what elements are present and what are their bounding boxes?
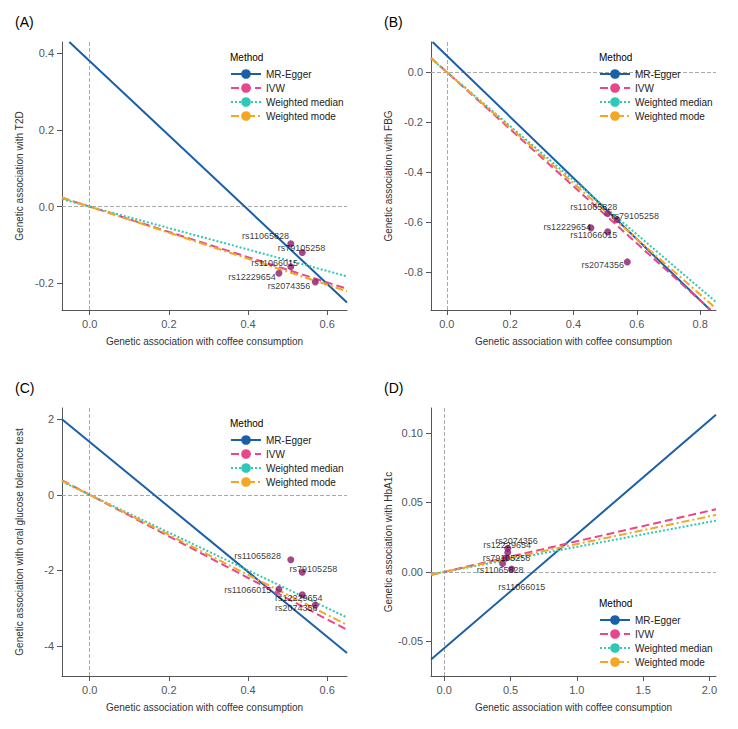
svg-text:-0.8: -0.8 (404, 266, 423, 278)
svg-text:Genetic association with coffe: Genetic association with coffee consumpt… (475, 336, 672, 347)
svg-text:1.0: 1.0 (569, 684, 584, 696)
svg-text:0.4: 0.4 (39, 47, 54, 59)
svg-text:Weighted mode: Weighted mode (266, 111, 336, 122)
svg-text:-2: -2 (44, 564, 54, 576)
svg-text:MR-Egger: MR-Egger (266, 435, 312, 446)
svg-text:Weighted median: Weighted median (635, 97, 713, 108)
svg-text:IVW: IVW (266, 449, 285, 460)
svg-text:rs2074356: rs2074356 (268, 281, 311, 291)
svg-text:-0.2: -0.2 (404, 116, 423, 128)
svg-text:rs2074356: rs2074356 (495, 536, 538, 546)
svg-text:-0.2: -0.2 (35, 277, 54, 289)
svg-text:rs11066015: rs11066015 (224, 585, 271, 595)
svg-text:0.0: 0.0 (408, 66, 423, 78)
svg-text:Weighted median: Weighted median (266, 463, 344, 474)
svg-text:MR-Egger: MR-Egger (635, 69, 681, 80)
svg-text:rs2074356: rs2074356 (581, 260, 624, 270)
svg-text:Weighted mode: Weighted mode (635, 657, 705, 668)
svg-text:Genetic association with T2D: Genetic association with T2D (14, 111, 25, 240)
svg-text:0.2: 0.2 (161, 318, 176, 330)
svg-text:rs11065828: rs11065828 (477, 565, 524, 575)
svg-text:0.0: 0.0 (39, 201, 54, 213)
svg-text:0.05: 0.05 (402, 496, 423, 508)
svg-text:rs12229654: rs12229654 (228, 272, 276, 282)
svg-text:-4: -4 (44, 640, 54, 652)
svg-text:Weighted median: Weighted median (635, 643, 713, 654)
svg-text:rs79105258: rs79105258 (483, 553, 531, 563)
svg-text:0.6: 0.6 (320, 318, 335, 330)
svg-text:-0.4: -0.4 (404, 166, 423, 178)
svg-text:Weighted median: Weighted median (266, 97, 344, 108)
svg-text:rs11066015: rs11066015 (251, 258, 298, 268)
svg-text:MR-Egger: MR-Egger (266, 69, 312, 80)
svg-text:0.4: 0.4 (566, 318, 581, 330)
svg-text:Genetic association with coffe: Genetic association with coffee consumpt… (106, 702, 303, 713)
svg-text:Genetic association with oral: Genetic association with oral glucose to… (14, 428, 25, 656)
svg-text:Method: Method (230, 418, 263, 429)
svg-text:rs11066015: rs11066015 (570, 230, 617, 240)
svg-text:(B): (B) (384, 14, 403, 30)
svg-text:0.6: 0.6 (320, 684, 335, 696)
svg-text:rs11065828: rs11065828 (234, 551, 281, 561)
svg-text:rs79105258: rs79105258 (612, 211, 660, 221)
svg-text:(C): (C) (15, 380, 34, 396)
svg-text:(A): (A) (15, 14, 34, 30)
svg-text:0.2: 0.2 (39, 124, 54, 136)
svg-text:-0.05: -0.05 (398, 635, 423, 647)
svg-text:rs79105258: rs79105258 (290, 564, 338, 574)
svg-text:0.2: 0.2 (503, 318, 518, 330)
svg-text:rs11065828: rs11065828 (570, 202, 617, 212)
svg-text:0.0: 0.0 (439, 318, 454, 330)
svg-text:Genetic association with HbA1c: Genetic association with HbA1c (383, 472, 394, 613)
svg-text:Method: Method (599, 52, 632, 63)
svg-text:0.5: 0.5 (503, 684, 518, 696)
svg-text:0.4: 0.4 (240, 318, 255, 330)
svg-text:(D): (D) (384, 380, 403, 396)
svg-text:0.10: 0.10 (402, 427, 423, 439)
svg-text:0.00: 0.00 (402, 566, 423, 578)
svg-text:0.0: 0.0 (82, 318, 97, 330)
svg-text:0.0: 0.0 (437, 684, 452, 696)
svg-text:rs12229654: rs12229654 (275, 593, 323, 603)
svg-text:0.6: 0.6 (629, 318, 644, 330)
svg-text:0.0: 0.0 (82, 684, 97, 696)
svg-text:Weighted mode: Weighted mode (266, 477, 336, 488)
svg-text:rs2074356: rs2074356 (275, 603, 318, 613)
svg-text:0.2: 0.2 (161, 684, 176, 696)
svg-text:rs11066015: rs11066015 (498, 582, 545, 592)
svg-text:MR-Egger: MR-Egger (635, 615, 681, 626)
svg-text:Weighted mode: Weighted mode (635, 111, 705, 122)
svg-text:rs11065828: rs11065828 (242, 231, 289, 241)
svg-text:1.5: 1.5 (635, 684, 650, 696)
svg-text:Genetic association with coffe: Genetic association with coffee consumpt… (475, 702, 672, 713)
svg-text:0: 0 (48, 489, 54, 501)
svg-text:2.0: 2.0 (702, 684, 717, 696)
svg-text:Method: Method (599, 598, 632, 609)
svg-text:IVW: IVW (266, 83, 285, 94)
svg-text:0.8: 0.8 (693, 318, 708, 330)
svg-text:Method: Method (230, 52, 263, 63)
svg-text:rs79105258: rs79105258 (278, 243, 326, 253)
svg-text:Genetic association with FBG: Genetic association with FBG (383, 110, 394, 241)
svg-text:rs12229654: rs12229654 (543, 222, 591, 232)
svg-text:2: 2 (48, 413, 54, 425)
svg-text:0.4: 0.4 (240, 684, 255, 696)
svg-text:Genetic association with coffe: Genetic association with coffee consumpt… (106, 336, 303, 347)
svg-text:IVW: IVW (635, 83, 654, 94)
svg-text:-0.6: -0.6 (404, 216, 423, 228)
svg-text:IVW: IVW (635, 629, 654, 640)
